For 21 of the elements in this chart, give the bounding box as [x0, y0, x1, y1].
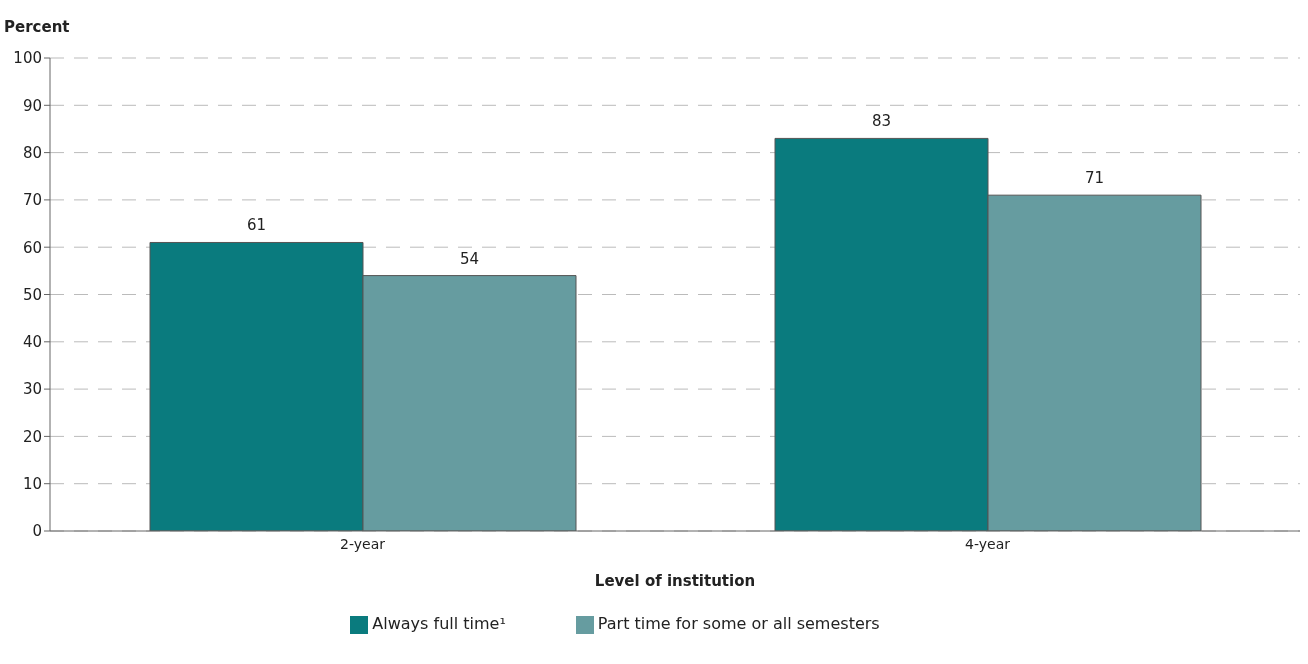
- y-tick-label: 40: [22, 333, 42, 352]
- y-axis-title: Percent: [4, 18, 70, 36]
- y-tick-label: 30: [22, 380, 42, 399]
- x-tick-label: 2-year: [340, 535, 386, 552]
- y-tick-label: 50: [22, 285, 42, 304]
- x-axis-title: Level of institution: [594, 572, 756, 590]
- y-tick-label: 70: [22, 191, 42, 210]
- y-tick-label: 20: [22, 427, 42, 446]
- y-tick-label: 0: [32, 522, 42, 541]
- y-tick-label: 80: [22, 143, 42, 162]
- data-label: 83: [871, 112, 892, 131]
- y-tick-label: 10: [22, 475, 42, 494]
- data-label: 54: [459, 249, 480, 268]
- legend-label: Always full time¹: [372, 614, 506, 633]
- data-label: 71: [1084, 169, 1105, 188]
- y-tick-label: 100: [13, 49, 42, 68]
- y-tick-label: 90: [22, 96, 42, 115]
- y-tick-label: 60: [22, 238, 42, 257]
- data-label: 61: [246, 216, 267, 235]
- x-tick-label: 4-year: [965, 535, 1011, 552]
- legend-label: Part time for some or all semesters: [597, 614, 880, 633]
